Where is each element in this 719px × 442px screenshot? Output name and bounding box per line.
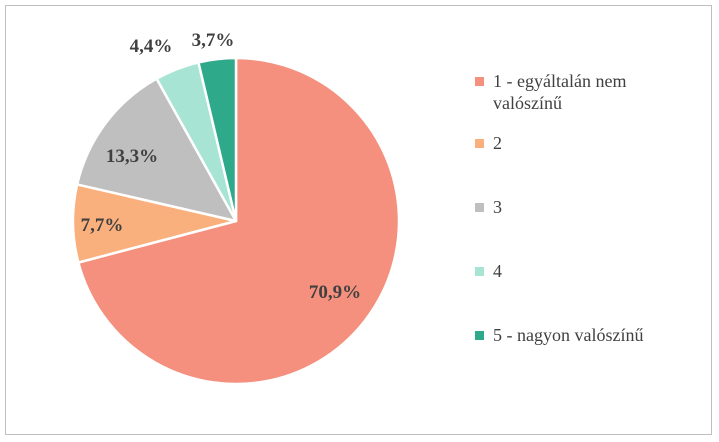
slice-data-label-5: 3,7%	[192, 30, 235, 51]
pie-slice-1	[77, 56, 401, 386]
legend-label-1: 1 - egyáltalán nem valószínű	[493, 71, 627, 113]
legend-item-2: 2	[475, 132, 693, 154]
legend-swatch-2	[475, 139, 484, 148]
legend-swatch-1	[475, 77, 484, 86]
slice-data-label-2: 7,7%	[81, 215, 124, 236]
legend-swatch-3	[475, 203, 484, 212]
legend-item-1: 1 - egyáltalán nem valószínű	[475, 70, 693, 114]
pie-slice-5	[197, 56, 238, 223]
slice-data-label-4: 4,4%	[130, 36, 173, 57]
legend-item-5: 5 - nagyon valószínű	[475, 324, 693, 346]
legend-item-3: 3	[475, 196, 693, 218]
legend-item-4: 4	[475, 260, 693, 282]
slice-data-label-1: 70,9%	[309, 282, 361, 303]
slice-data-label-3: 13,3%	[106, 146, 158, 167]
pie-slice-3	[75, 77, 238, 223]
legend-label-3: 3	[493, 197, 502, 217]
legend-label-4: 4	[493, 261, 502, 281]
legend-swatch-4	[475, 267, 484, 276]
legend-swatch-5	[475, 331, 484, 340]
legend-label-2: 2	[493, 133, 502, 153]
legend-label-5: 5 - nagyon valószínű	[493, 325, 644, 345]
